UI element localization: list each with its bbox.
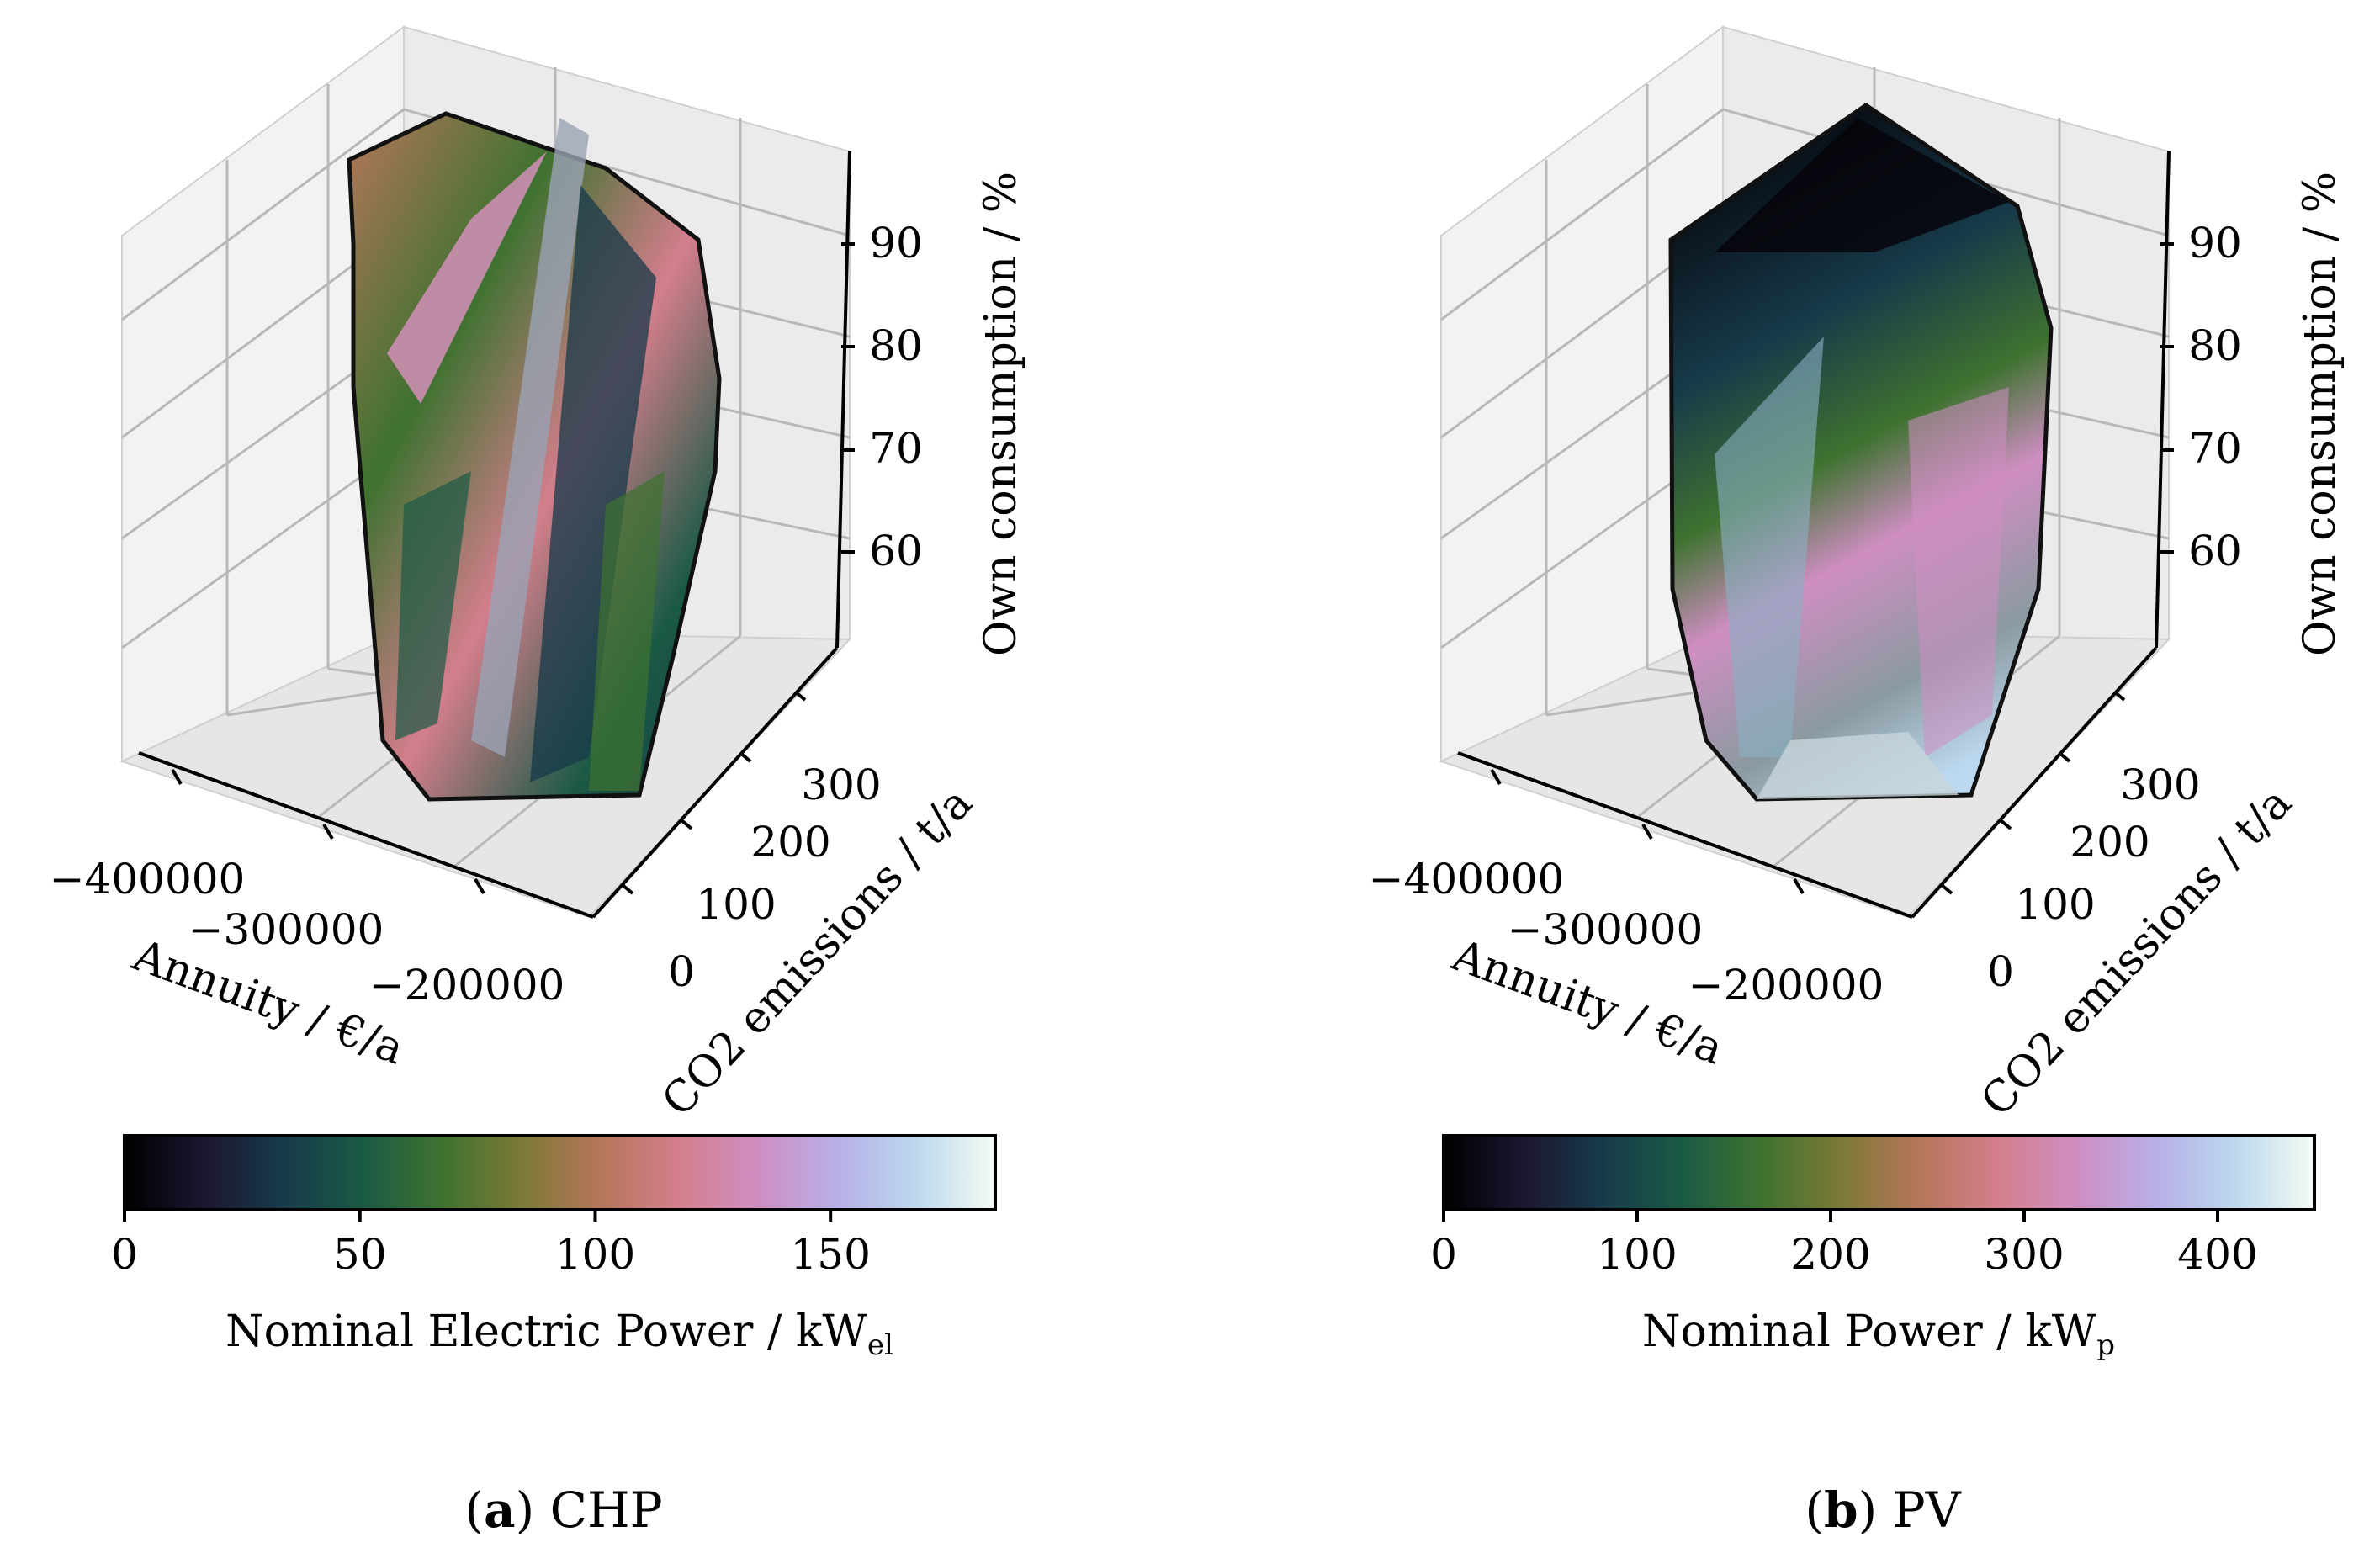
colorbar <box>123 1134 997 1211</box>
y-tick-label: 200 <box>750 818 830 867</box>
y-tick-label: 300 <box>801 761 881 809</box>
colorbar-tick-label: 100 <box>555 1230 635 1279</box>
colorbar-ticks: 0 50 100 150 <box>111 1210 871 1279</box>
tick-marks <box>1490 242 2174 895</box>
y-tick-label: 0 <box>1987 947 2014 996</box>
z-tick-label: 60 <box>2188 527 2242 575</box>
colorbar-tick-label: 150 <box>790 1230 870 1279</box>
colorbar <box>1442 1134 2316 1211</box>
y-tick-label: 100 <box>696 880 776 929</box>
surface-pv <box>1668 102 2054 802</box>
panel-caption: (a) CHP <box>464 1481 662 1539</box>
colorbar-tick-label: 100 <box>1597 1230 1677 1279</box>
colorbar-tick-label: 400 <box>2177 1230 2257 1279</box>
tick-marks <box>171 242 855 895</box>
x-tick-label: −300000 <box>1508 905 1704 954</box>
caption-text: CHP <box>550 1481 663 1539</box>
y-tick-label: 0 <box>668 947 695 996</box>
colorbar-tick-label: 0 <box>111 1230 138 1279</box>
x-tick-label: −400000 <box>1369 855 1565 904</box>
surface-chp <box>347 111 722 802</box>
x-tick-label: −200000 <box>369 961 565 1010</box>
x-tick-label: −300000 <box>188 905 384 954</box>
colorbar-label: Nominal Electric Power / kWel <box>225 1307 893 1362</box>
colorbar-tick-label: 0 <box>1430 1230 1457 1279</box>
colorbar-ticks: 0 100 200 300 400 <box>1430 1210 2258 1279</box>
panel-letter: b <box>1824 1481 1858 1539</box>
z-tick-label: 90 <box>2188 219 2242 268</box>
colorbar-tick-label: 50 <box>333 1230 387 1279</box>
z-tick-label: 80 <box>2188 321 2242 370</box>
colorbar-tick-label: 200 <box>1790 1230 1870 1279</box>
y-tick-label: 200 <box>2070 818 2149 867</box>
panel-a: −400000 −300000 −200000 0 100 200 300 60… <box>50 25 1026 1539</box>
y-tick-label: 300 <box>2120 761 2200 809</box>
caption-text: PV <box>1893 1481 1962 1539</box>
z-tick-label: 90 <box>869 219 923 268</box>
x-tick-label: −400000 <box>50 855 246 904</box>
z-tick-label: 60 <box>869 527 923 575</box>
z-axis-label: Own consumption / % <box>976 172 1026 656</box>
z-tick-label: 80 <box>869 321 923 370</box>
panel-caption: (b) PV <box>1805 1481 1961 1539</box>
panel-b: −400000 −300000 −200000 0 100 200 300 60… <box>1369 25 2346 1539</box>
colorbar-label: Nominal Power / kWp <box>1642 1307 2115 1362</box>
z-axis-label: Own consumption / % <box>2295 172 2346 656</box>
z-tick-label: 70 <box>869 424 923 473</box>
y-tick-label: 100 <box>2015 880 2095 929</box>
panel-letter: a <box>484 1481 516 1539</box>
colorbar-tick-label: 300 <box>1984 1230 2064 1279</box>
z-tick-label: 70 <box>2188 424 2242 473</box>
x-tick-label: −200000 <box>1688 961 1884 1010</box>
